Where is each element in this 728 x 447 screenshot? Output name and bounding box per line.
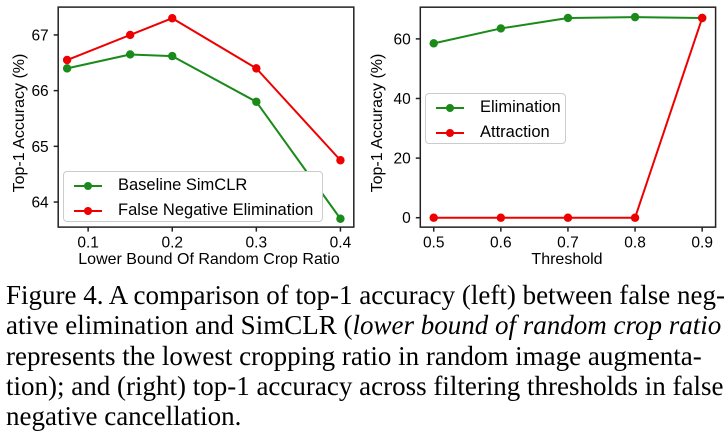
svg-text:60: 60 — [394, 31, 412, 48]
svg-text:0.3: 0.3 — [246, 235, 268, 252]
svg-text:0.1: 0.1 — [77, 235, 99, 252]
svg-text:40: 40 — [394, 91, 412, 108]
svg-text:0: 0 — [402, 210, 411, 227]
svg-text:0.5: 0.5 — [423, 235, 445, 252]
svg-text:65: 65 — [31, 139, 48, 156]
svg-text:0.2: 0.2 — [161, 235, 183, 252]
svg-text:67: 67 — [31, 27, 48, 44]
svg-text:66: 66 — [31, 83, 48, 100]
svg-text:64: 64 — [31, 195, 49, 212]
svg-text:0.8: 0.8 — [624, 235, 646, 252]
svg-text:0.4: 0.4 — [330, 235, 352, 252]
svg-text:0.6: 0.6 — [490, 235, 512, 252]
svg-text:0.9: 0.9 — [691, 235, 713, 252]
svg-text:20: 20 — [394, 151, 412, 168]
svg-text:0.7: 0.7 — [557, 235, 579, 252]
